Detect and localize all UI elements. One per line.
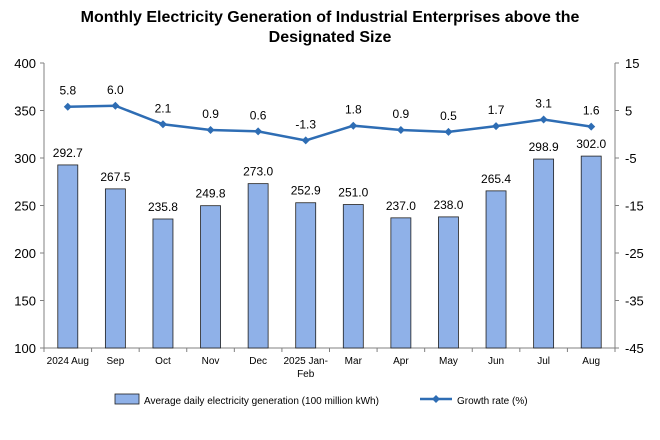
growth-rate-label: 1.7: [488, 103, 505, 117]
bar: [104, 188, 126, 349]
growth-rate-label: 0.9: [202, 107, 219, 121]
bar: [533, 158, 555, 349]
growth-rate-point: [587, 122, 596, 131]
chart-title: Monthly Electricity Generation of Indust…: [80, 9, 580, 46]
x-tick-label: May: [439, 356, 458, 367]
bar: [247, 183, 269, 349]
growth-rate-point: [301, 136, 310, 145]
bar: [57, 164, 79, 349]
x-tick-label: Sep: [106, 356, 124, 367]
y-right-tick-label: 5: [625, 104, 632, 119]
x-tick-label: 2024 Aug: [47, 356, 89, 367]
growth-rate-point: [396, 125, 405, 134]
x-tick-label: Apr: [393, 356, 409, 367]
bar-value-label: 267.5: [100, 170, 130, 184]
bar: [580, 155, 602, 349]
growth-rate-label: 6.0: [107, 83, 124, 97]
legend-bar-swatch: [114, 393, 140, 405]
bar-value-label: 265.4: [481, 172, 511, 186]
growth-rate-point: [539, 115, 548, 124]
y-left-tick-label: 400: [14, 56, 36, 71]
y-right-tick-label: -45: [625, 341, 644, 356]
growth-rate-point: [492, 122, 501, 131]
x-tick-label: Aug: [582, 356, 600, 367]
y-right-tick-label: -35: [625, 294, 644, 309]
legend-line-marker: [432, 395, 440, 403]
x-tick-label: Nov: [202, 356, 220, 367]
y-left-tick-label: 200: [14, 246, 36, 261]
bar: [200, 205, 221, 349]
growth-rate-label: -1.3: [295, 117, 316, 131]
growth-rate-label: 0.9: [393, 107, 410, 121]
growth-rate-point: [206, 125, 215, 134]
y-left-tick-label: 250: [14, 199, 36, 214]
growth-rate-label: 1.6: [583, 104, 600, 118]
bar-value-label: 302.0: [576, 137, 606, 151]
growth-rate-point: [111, 101, 120, 110]
growth-rate-label: 3.1: [535, 97, 552, 111]
x-tick-label: 2025 Jan-: [283, 356, 327, 367]
bar-value-label: 249.8: [196, 187, 226, 201]
x-tick-label: Feb: [297, 369, 315, 380]
growth-rate-line: [67, 104, 592, 142]
y-left-tick-label: 100: [14, 341, 36, 356]
growth-rate-point: [444, 127, 453, 136]
bar: [342, 204, 364, 349]
growth-rate-label: 2.1: [155, 101, 172, 115]
growth-rate-label: 0.5: [440, 109, 457, 123]
growth-rate-point: [158, 120, 167, 129]
growth-rate-point: [349, 121, 358, 130]
growth-rate-point: [254, 127, 263, 136]
x-tick-label: Dec: [249, 356, 267, 367]
y-right-tick-label: -5: [625, 151, 637, 166]
bar-value-label: 298.9: [529, 140, 559, 154]
growth-rate-label: 5.8: [59, 84, 76, 98]
bar-value-label: 292.7: [53, 146, 83, 160]
growth-rate-label: 0.6: [250, 108, 267, 122]
y-right-tick-label: -15: [625, 199, 644, 214]
growth-rate-point: [63, 102, 72, 111]
y-left-tick-label: 150: [14, 294, 36, 309]
legend-bar-label: Average daily electricity generation (10…: [144, 396, 379, 407]
x-tick-label: Jun: [488, 356, 504, 367]
bar-value-label: 237.0: [386, 199, 416, 213]
y-right-tick-label: -25: [625, 246, 644, 261]
bar: [152, 218, 174, 349]
y-right-tick-label: 15: [625, 56, 639, 71]
y-left-tick-label: 350: [14, 104, 36, 119]
growth-rate-label: 1.8: [345, 103, 362, 117]
bar: [438, 216, 459, 349]
bar: [485, 190, 507, 349]
bar-value-label: 238.0: [433, 198, 463, 212]
bar: [390, 217, 412, 349]
bar-value-label: 273.0: [243, 165, 273, 179]
bar-value-label: 235.8: [148, 200, 178, 214]
y-left-tick-label: 300: [14, 151, 36, 166]
bar: [295, 202, 317, 349]
x-tick-label: Mar: [345, 356, 363, 367]
x-tick-label: Jul: [537, 356, 550, 367]
legend-line-label: Growth rate (%): [457, 396, 528, 407]
bar-value-label: 251.0: [338, 186, 368, 200]
bar-value-label: 252.9: [291, 184, 321, 198]
x-tick-label: Oct: [155, 356, 171, 367]
